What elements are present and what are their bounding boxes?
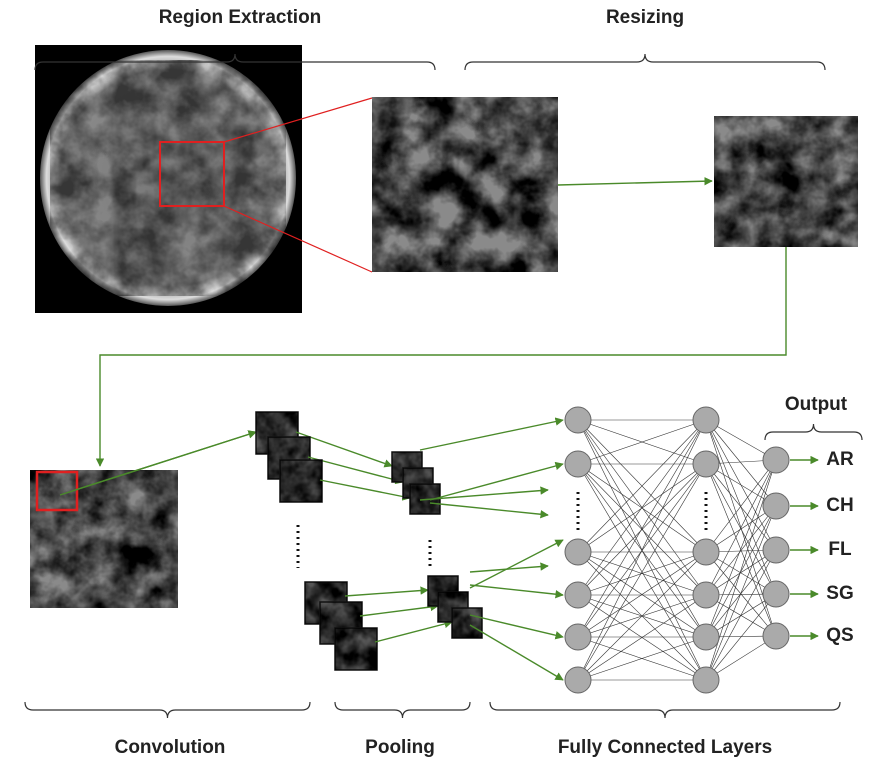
stage-label: Region Extraction — [159, 7, 322, 28]
arrow — [470, 566, 548, 572]
output-class: AR — [826, 449, 854, 470]
neuron — [693, 451, 719, 477]
arrow — [375, 622, 452, 642]
output-title: Output — [785, 394, 848, 415]
neuron — [565, 667, 591, 693]
output-class: QS — [826, 625, 853, 646]
arrow — [345, 590, 428, 596]
brace — [335, 702, 470, 718]
stage-label: Fully Connected Layers — [558, 737, 772, 758]
pooled-map — [452, 608, 482, 638]
conv-input — [30, 470, 178, 608]
brace — [25, 702, 310, 718]
sun-image — [35, 45, 302, 313]
output-class: CH — [826, 495, 853, 516]
arrow — [360, 606, 438, 616]
output-neuron — [763, 537, 789, 563]
brace — [765, 424, 862, 440]
output-neuron — [763, 493, 789, 519]
neuron — [693, 539, 719, 565]
neuron — [693, 407, 719, 433]
connection — [706, 506, 776, 637]
feature-map — [335, 628, 377, 670]
neuron — [565, 624, 591, 650]
arrow — [420, 420, 563, 450]
neuron — [693, 624, 719, 650]
output-neuron — [763, 447, 789, 473]
region-image — [372, 97, 558, 272]
diagram: Region Extraction Resizing Convolution P… — [0, 0, 872, 764]
output-neuron — [763, 581, 789, 607]
output-neuron — [763, 623, 789, 649]
neuron — [565, 407, 591, 433]
feature-map — [280, 460, 322, 502]
brace — [465, 54, 825, 70]
stage-label: Pooling — [365, 737, 435, 758]
neuron — [693, 582, 719, 608]
arrow — [470, 540, 563, 588]
brace — [490, 702, 840, 718]
neuron — [565, 582, 591, 608]
neuron — [565, 539, 591, 565]
output-class: SG — [826, 583, 853, 604]
arrow — [470, 585, 563, 595]
neuron — [565, 451, 591, 477]
stage-label: Resizing — [606, 7, 684, 28]
neuron — [693, 667, 719, 693]
output-class: FL — [828, 539, 852, 560]
stage-label: Convolution — [115, 737, 226, 758]
resized-image — [714, 116, 858, 247]
arrow — [558, 181, 712, 185]
arrow — [430, 503, 548, 515]
